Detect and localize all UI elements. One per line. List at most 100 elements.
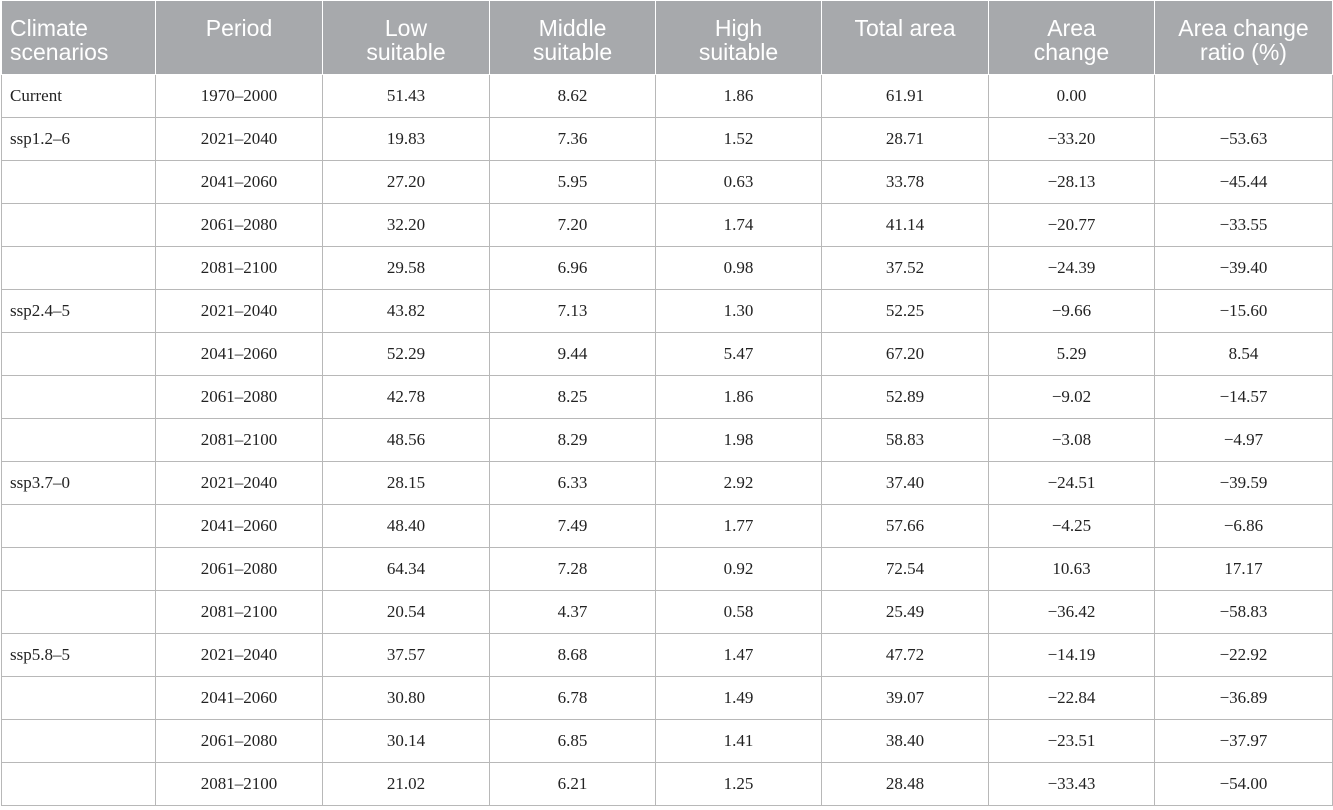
total-area-cell: 61.91 (821, 74, 989, 118)
total-area-cell: 47.72 (821, 633, 989, 677)
low-suitable-cell: 21.02 (322, 762, 490, 806)
total-area-cell: 37.40 (821, 461, 989, 505)
table-row: Current 1970–2000 51.43 8.62 1.86 61.91 0.00 (1, 74, 1333, 118)
middle-suitable-cell: 7.28 (489, 547, 656, 591)
scenario-cell (1, 504, 156, 548)
period-cell: 2081–2100 (155, 590, 323, 634)
table-row: 2061–2080 42.78 8.25 1.86 52.89 −9.02 −14.57 (1, 375, 1333, 419)
scenario-cell: ssp1.2–6 (1, 117, 156, 161)
area-change-ratio-cell: −39.59 (1154, 461, 1333, 505)
area-change-cell: −3.08 (988, 418, 1155, 462)
period-cell: 2061–2080 (155, 203, 323, 247)
total-area-cell: 67.20 (821, 332, 989, 376)
scenario-cell (1, 160, 156, 204)
middle-suitable-cell: 6.33 (489, 461, 656, 505)
table-body: Current 1970–2000 51.43 8.62 1.86 61.91 0.00 ss… (1, 74, 1333, 806)
middle-suitable-cell: 7.49 (489, 504, 656, 548)
low-suitable-cell: 32.20 (322, 203, 490, 247)
area-change-cell: −28.13 (988, 160, 1155, 204)
table-row: 2041–2060 27.20 5.95 0.63 33.78 −28.13 −45.44 (1, 160, 1333, 204)
header-row: Climate scenarios Period Low suitable Mi… (1, 0, 1333, 75)
scenario-cell (1, 762, 156, 806)
high-suitable-cell: 1.86 (655, 375, 822, 419)
header-label: Climate scenarios (10, 15, 109, 65)
middle-suitable-cell: 8.29 (489, 418, 656, 462)
area-change-cell: −14.19 (988, 633, 1155, 677)
high-suitable-cell: 1.77 (655, 504, 822, 548)
low-suitable-cell: 42.78 (322, 375, 490, 419)
table-row: 2081–2100 48.56 8.29 1.98 58.83 −3.08 −4.97 (1, 418, 1333, 462)
high-suitable-cell: 1.25 (655, 762, 822, 806)
area-change-ratio-cell: −33.55 (1154, 203, 1333, 247)
period-cell: 2041–2060 (155, 504, 323, 548)
area-change-ratio-cell: −15.60 (1154, 289, 1333, 333)
area-change-ratio-cell: −54.00 (1154, 762, 1333, 806)
area-change-ratio-cell (1154, 74, 1333, 118)
high-suitable-cell: 5.47 (655, 332, 822, 376)
scenario-cell: ssp5.8–5 (1, 633, 156, 677)
high-suitable-cell: 0.58 (655, 590, 822, 634)
high-suitable-cell: 1.52 (655, 117, 822, 161)
table-header: Climate scenarios Period Low suitable Mi… (1, 0, 1333, 75)
period-cell: 2021–2040 (155, 461, 323, 505)
high-suitable-cell: 1.86 (655, 74, 822, 118)
total-area-cell: 33.78 (821, 160, 989, 204)
middle-suitable-cell: 8.68 (489, 633, 656, 677)
high-suitable-cell: 1.41 (655, 719, 822, 763)
period-cell: 2081–2100 (155, 246, 323, 290)
table-row: ssp1.2–6 2021–2040 19.83 7.36 1.52 28.71 −33.2… (1, 117, 1333, 161)
total-area-cell: 38.40 (821, 719, 989, 763)
scenario-cell (1, 375, 156, 419)
header-middle-suitable: Middle suitable (489, 0, 656, 75)
table-row: 2081–2100 21.02 6.21 1.25 28.48 −33.43 −54.00 (1, 762, 1333, 806)
area-change-cell: −22.84 (988, 676, 1155, 720)
low-suitable-cell: 30.14 (322, 719, 490, 763)
area-change-cell: −36.42 (988, 590, 1155, 634)
total-area-cell: 25.49 (821, 590, 989, 634)
area-change-cell: 0.00 (988, 74, 1155, 118)
table-row: 2061–2080 30.14 6.85 1.41 38.40 −23.51 −37.97 (1, 719, 1333, 763)
low-suitable-cell: 37.57 (322, 633, 490, 677)
header-climate-scenarios: Climate scenarios (1, 0, 156, 75)
table-row: 2041–2060 52.29 9.44 5.47 67.20 5.29 8.54 (1, 332, 1333, 376)
period-cell: 2061–2080 (155, 375, 323, 419)
table-row: 2081–2100 29.58 6.96 0.98 37.52 −24.39 −39.40 (1, 246, 1333, 290)
low-suitable-cell: 51.43 (322, 74, 490, 118)
area-change-ratio-cell: −39.40 (1154, 246, 1333, 290)
period-cell: 2081–2100 (155, 762, 323, 806)
period-cell: 2041–2060 (155, 160, 323, 204)
scenario-cell (1, 719, 156, 763)
middle-suitable-cell: 7.36 (489, 117, 656, 161)
area-change-ratio-cell: −6.86 (1154, 504, 1333, 548)
low-suitable-cell: 48.40 (322, 504, 490, 548)
header-label: Middle suitable (532, 15, 613, 65)
high-suitable-cell: 1.98 (655, 418, 822, 462)
middle-suitable-cell: 7.13 (489, 289, 656, 333)
header-label: Period (205, 15, 273, 41)
high-suitable-cell: 0.92 (655, 547, 822, 591)
scenario-cell: ssp2.4–5 (1, 289, 156, 333)
area-change-cell: −4.25 (988, 504, 1155, 548)
period-cell: 2041–2060 (155, 332, 323, 376)
high-suitable-cell: 1.30 (655, 289, 822, 333)
period-cell: 2061–2080 (155, 719, 323, 763)
area-change-ratio-cell: −37.97 (1154, 719, 1333, 763)
area-change-cell: −9.02 (988, 375, 1155, 419)
header-label: Low suitable (366, 15, 446, 65)
period-cell: 2021–2040 (155, 633, 323, 677)
area-change-ratio-cell: −22.92 (1154, 633, 1333, 677)
low-suitable-cell: 64.34 (322, 547, 490, 591)
header-high-suitable: High suitable (655, 0, 822, 75)
high-suitable-cell: 2.92 (655, 461, 822, 505)
scenario-cell (1, 246, 156, 290)
period-cell: 2041–2060 (155, 676, 323, 720)
total-area-cell: 72.54 (821, 547, 989, 591)
low-suitable-cell: 52.29 (322, 332, 490, 376)
total-area-cell: 28.48 (821, 762, 989, 806)
scenario-cell (1, 547, 156, 591)
area-change-ratio-cell: 8.54 (1154, 332, 1333, 376)
middle-suitable-cell: 5.95 (489, 160, 656, 204)
high-suitable-cell: 1.49 (655, 676, 822, 720)
total-area-cell: 41.14 (821, 203, 989, 247)
